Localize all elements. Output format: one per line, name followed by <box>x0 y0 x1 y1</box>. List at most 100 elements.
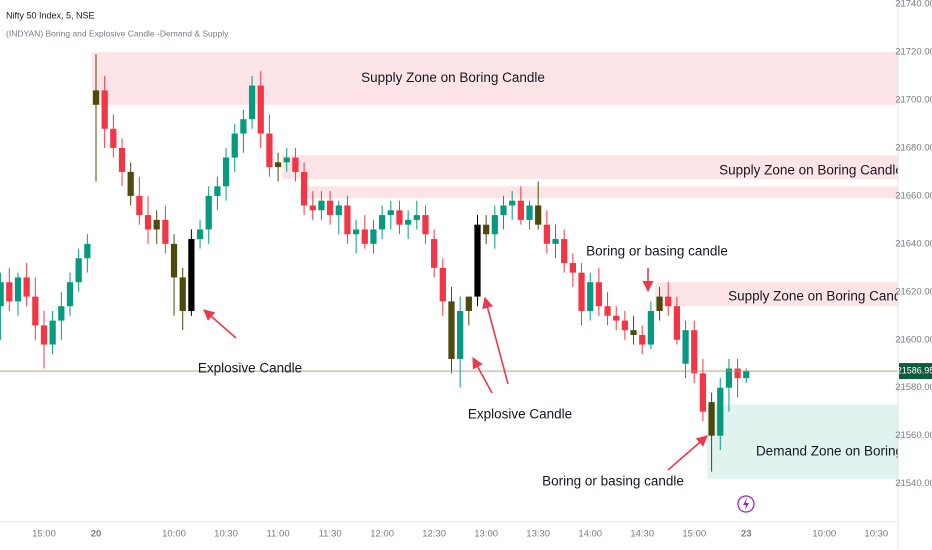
y-tick-label: 21700.00 <box>895 95 932 106</box>
candle-body <box>214 186 221 196</box>
candle-body <box>231 133 238 158</box>
candle-body <box>743 371 750 379</box>
candle-body <box>136 195 143 216</box>
candle-body <box>32 296 39 326</box>
candle-body <box>483 224 490 235</box>
x-tick-label: 14:30 <box>630 529 654 540</box>
candle-body <box>6 282 13 302</box>
candle-body <box>318 200 325 211</box>
candle-body <box>552 239 559 244</box>
candle-body <box>222 157 230 187</box>
x-tick-label: 12:00 <box>370 529 394 540</box>
chart-title: Nifty 50 Index, 5, NSE <box>6 10 95 20</box>
candle-body <box>387 210 394 216</box>
candle-body <box>205 195 212 230</box>
x-tick-label: 20 <box>91 529 102 540</box>
candle-body <box>162 219 169 244</box>
candle-body <box>656 296 663 311</box>
candle-body <box>274 162 282 168</box>
candle-body <box>595 282 602 307</box>
x-tick-label: 23 <box>741 529 752 540</box>
arrow <box>472 357 493 394</box>
candle-body <box>725 368 733 388</box>
x-tick-label: 12:30 <box>422 529 446 540</box>
zone <box>282 155 898 180</box>
candle-body <box>196 229 204 240</box>
candle-body <box>110 128 117 148</box>
candle-body <box>535 205 542 225</box>
candle-body <box>14 277 22 302</box>
candle-body <box>587 282 594 311</box>
candle-body <box>561 239 568 264</box>
candle-body <box>448 301 455 359</box>
y-tick-label: 21740.00 <box>895 0 932 10</box>
candle-body <box>379 215 386 230</box>
candle-body <box>465 296 472 311</box>
zone <box>299 186 898 199</box>
zone <box>707 404 898 479</box>
zone-label: Supply Zone on Boring Candle <box>361 70 545 85</box>
candle-body <box>630 330 637 335</box>
indicator-name: (INDYAN) Boring and Explosive Candle -De… <box>6 28 229 38</box>
zone-label: Supply Zone on Boring Candle <box>719 163 903 178</box>
arrow <box>203 309 237 339</box>
y-tick-label: 21620.00 <box>895 286 932 297</box>
event-icon[interactable] <box>737 495 755 513</box>
x-tick-label: 10:00 <box>812 529 836 540</box>
candle-body <box>127 171 134 196</box>
y-tick-label: 21640.00 <box>895 238 932 249</box>
candle-body <box>422 215 429 235</box>
candle-body <box>413 215 420 220</box>
candle-body <box>405 219 412 225</box>
candle-body <box>734 368 741 379</box>
candle-body <box>248 85 256 120</box>
candle-body <box>118 147 126 172</box>
candle-body <box>58 306 65 321</box>
candle-body <box>283 157 290 163</box>
candle-body <box>92 90 100 105</box>
candle-body <box>543 224 550 244</box>
candle-body <box>370 229 377 244</box>
candle-body <box>604 306 611 316</box>
x-tick-label: 11:30 <box>319 529 342 540</box>
candle-body <box>170 243 178 278</box>
y-tick-label: 21540.00 <box>895 478 932 489</box>
annotation: Boring or basing candle <box>542 474 684 489</box>
candle-body <box>144 215 152 230</box>
candle-body <box>292 157 299 172</box>
annotations: Explosive Candle Explosive Candle Boring… <box>198 244 728 489</box>
candle-body <box>647 310 655 345</box>
candle-body <box>699 373 707 412</box>
x-tick-label: 10:00 <box>162 529 186 540</box>
arrow <box>667 435 708 471</box>
candle-body <box>569 263 576 273</box>
last-price-label: 21586.95 <box>897 365 932 375</box>
candle-body <box>717 387 724 436</box>
candle-body <box>352 229 360 235</box>
y-tick-label: 21560.00 <box>895 430 932 441</box>
y-tick-label: 21600.00 <box>895 334 932 345</box>
x-tick-label: 15:00 <box>32 529 56 540</box>
zones: Supply Zone on Boring Candle Supply Zone … <box>91 52 912 479</box>
candle-body <box>23 277 30 297</box>
candle-body <box>179 277 186 311</box>
zone <box>91 52 898 105</box>
candle-body <box>491 215 498 235</box>
zone-label: Supply Zone on Boring Candle <box>728 289 912 304</box>
candle-body <box>474 224 481 297</box>
candle-body <box>309 205 316 211</box>
candle-body <box>439 267 446 302</box>
annotation: Explosive Candle <box>468 407 572 422</box>
candle-body <box>639 334 646 345</box>
candle-body <box>578 272 585 311</box>
candle-body <box>40 325 48 345</box>
candle-body <box>673 306 681 340</box>
candle-body <box>682 330 689 364</box>
candle-body <box>613 315 620 321</box>
candle-body <box>665 296 672 307</box>
candle-body <box>257 85 264 134</box>
candle-body <box>335 205 342 216</box>
candle-body <box>75 258 82 283</box>
